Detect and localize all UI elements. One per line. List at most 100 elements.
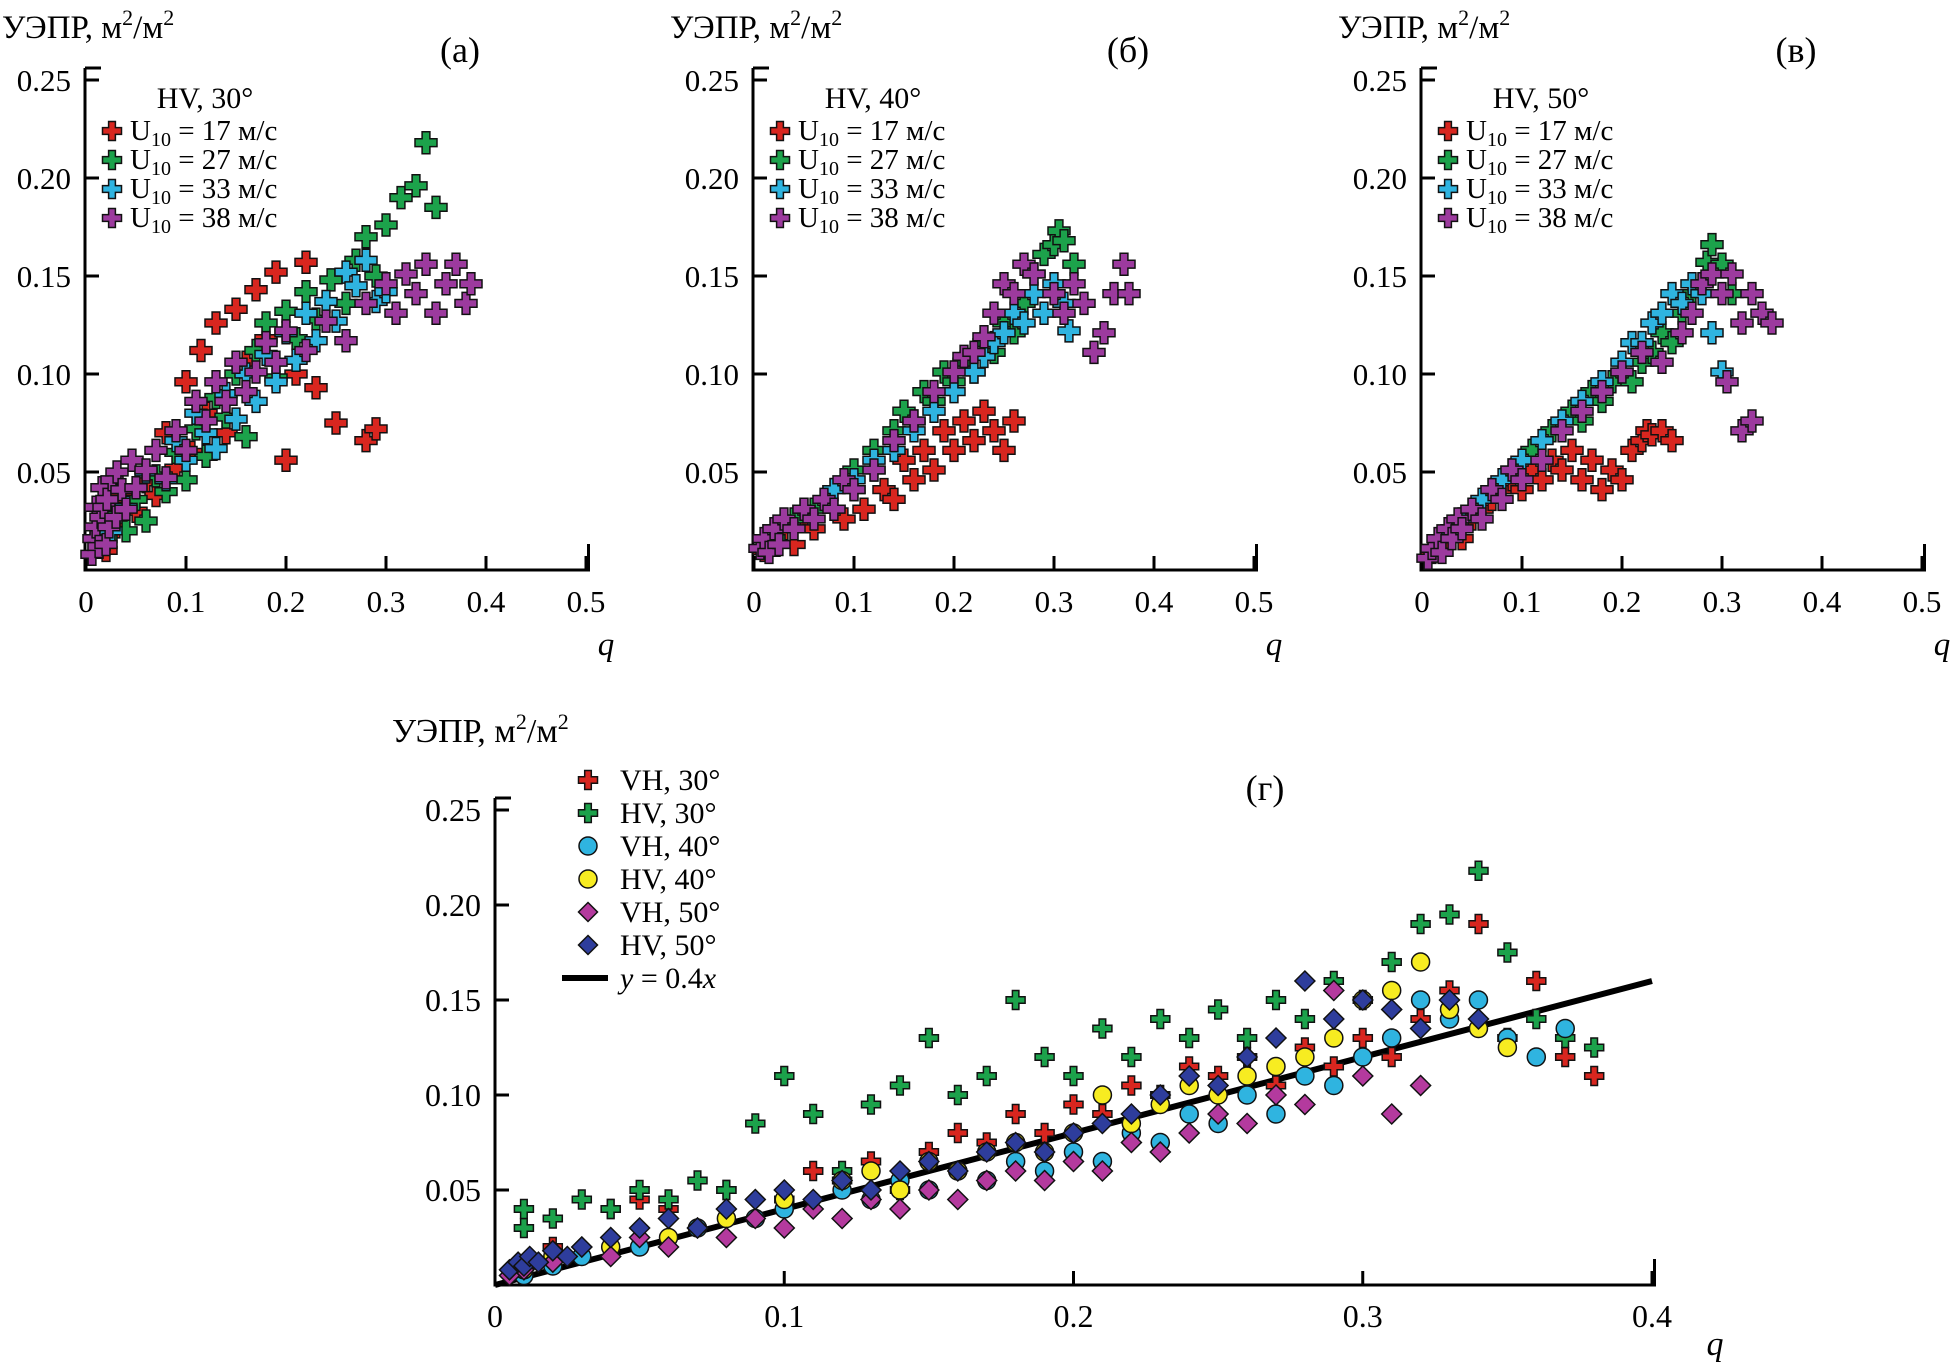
legend-marker — [1437, 120, 1459, 142]
data-point — [1409, 1017, 1432, 1040]
data-point — [992, 438, 1016, 463]
data-point — [354, 291, 378, 316]
data-point — [274, 448, 298, 472]
y-tick-label: 0.20 — [1353, 161, 1407, 196]
data-point — [1062, 1121, 1085, 1145]
legend-item-label: U10 = 33 м/с — [130, 173, 277, 209]
data-point — [254, 311, 278, 335]
data-point — [1062, 252, 1086, 276]
data-point — [1700, 262, 1724, 286]
data-point — [912, 438, 936, 463]
data-point — [917, 1150, 940, 1173]
data-point — [972, 399, 996, 423]
legend-marker — [101, 149, 123, 171]
x-tick-label: 0.2 — [1603, 584, 1642, 619]
data-point — [1117, 281, 1141, 306]
data-point — [1530, 448, 1554, 472]
data-point — [629, 1179, 650, 1201]
data-point — [782, 517, 806, 541]
data-point — [1670, 321, 1694, 345]
data-point — [1178, 1121, 1201, 1145]
data-point — [224, 407, 248, 431]
data-point — [1322, 979, 1345, 1002]
data-point — [374, 213, 398, 237]
data-point — [1266, 1104, 1286, 1124]
data-point — [414, 252, 438, 276]
legend-item-label: U10 = 33 м/с — [1466, 173, 1613, 209]
data-point — [1005, 1103, 1026, 1125]
panel-label: (в) — [1776, 30, 1817, 70]
data-point — [774, 1065, 795, 1087]
x-tick-label: 0.3 — [1703, 584, 1742, 619]
legend-item-label: HV, 40° — [620, 863, 716, 896]
data-point — [556, 1245, 579, 1268]
data-point — [1322, 1007, 1345, 1031]
data-point — [1237, 1066, 1257, 1086]
data-point — [1730, 419, 1754, 443]
x-tick-label: 0.1 — [1503, 584, 1542, 619]
x-axis-label: q — [598, 627, 615, 663]
data-point — [1715, 370, 1739, 394]
data-point — [1583, 1037, 1605, 1058]
data-point — [658, 1189, 679, 1210]
data-point — [1526, 970, 1547, 992]
data-point — [513, 1217, 535, 1239]
data-point — [1032, 242, 1056, 267]
data-point — [1555, 1018, 1575, 1039]
data-point — [1062, 272, 1086, 296]
y-axis-title: УЭПР, м2/м2 — [1338, 5, 1510, 46]
legend-item-label: HV, 50° — [620, 929, 716, 962]
data-point — [982, 419, 1006, 443]
data-point — [234, 379, 258, 404]
data-point — [527, 1251, 550, 1274]
legend-item-label: U10 = 33 м/с — [798, 173, 945, 209]
data-point — [599, 1226, 622, 1249]
legend-marker — [769, 207, 791, 229]
data-point — [194, 409, 218, 433]
data-point — [1072, 291, 1096, 316]
data-point — [1410, 913, 1431, 935]
series-points-4 — [1416, 262, 1784, 570]
data-point — [888, 1159, 912, 1183]
data-point — [802, 507, 826, 531]
y-tick-label: 0.10 — [425, 1077, 481, 1113]
data-point — [1207, 1102, 1230, 1126]
x-tick-label: 0.4 — [1803, 584, 1842, 619]
y-tick-label: 0.25 — [685, 63, 739, 98]
legend-item-label: U10 = 38 м/с — [130, 202, 277, 238]
x-tick-label: 0.2 — [935, 584, 974, 619]
data-point — [831, 1169, 854, 1192]
data-point — [1002, 281, 1026, 306]
data-point — [1650, 350, 1674, 374]
data-point — [1002, 409, 1026, 433]
legend-marker — [577, 802, 599, 824]
series-points-4 — [80, 252, 483, 567]
y-axis-title: УЭПР, м2/м2 — [670, 5, 842, 46]
data-point — [1032, 301, 1056, 325]
data-point — [1091, 1112, 1114, 1135]
legend-marker — [101, 207, 123, 229]
data-point — [364, 417, 388, 441]
data-point — [1294, 1008, 1316, 1030]
data-point — [304, 375, 328, 400]
data-point — [164, 419, 188, 443]
data-point — [1640, 311, 1664, 335]
data-point — [1410, 990, 1431, 1010]
y-tick-label: 0.20 — [425, 887, 481, 923]
data-point — [1526, 1047, 1547, 1067]
data-point — [1149, 1083, 1172, 1107]
data-point — [889, 1075, 911, 1096]
legend-item-label: U10 = 38 м/с — [798, 202, 945, 238]
data-point — [384, 301, 408, 325]
data-point — [1353, 1047, 1373, 1067]
data-point — [1660, 330, 1684, 355]
y-axis-title: УЭПР, м2/м2 — [2, 5, 174, 46]
data-point — [1560, 438, 1584, 463]
data-point — [459, 272, 483, 296]
data-point — [224, 350, 248, 374]
x-tick-label: 0.2 — [267, 584, 306, 619]
data-point — [745, 1113, 766, 1134]
data-point — [888, 1197, 912, 1221]
x-tick-label: 0.3 — [1343, 1298, 1383, 1334]
data-point — [842, 477, 866, 502]
